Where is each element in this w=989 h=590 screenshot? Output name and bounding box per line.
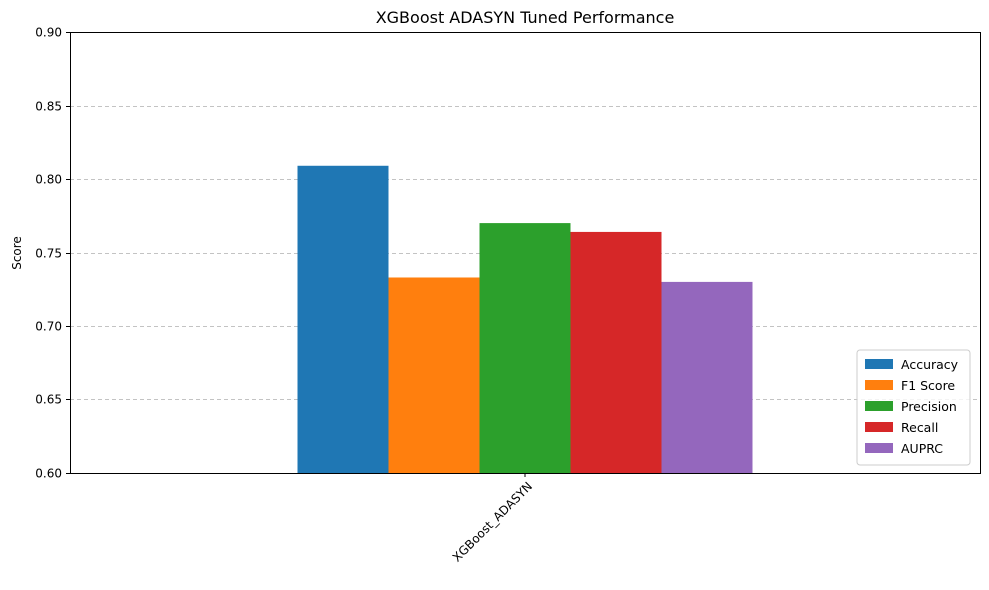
bar-accuracy: [297, 165, 389, 473]
legend: Accuracy F1 Score Precision Recall AUPRC: [856, 349, 971, 466]
legend-label: Accuracy: [901, 357, 959, 372]
y-tick-label: 0.60: [35, 467, 62, 481]
y-tick-label: 0.70: [35, 320, 62, 334]
bar-f1-score: [388, 277, 480, 473]
bar-auprc: [661, 281, 753, 473]
chart-title: XGBoost ADASYN Tuned Performance: [376, 8, 675, 27]
legend-swatch: [865, 359, 893, 369]
legend-label: Recall: [901, 420, 938, 435]
y-tick-label: 0.75: [35, 247, 62, 261]
legend-swatch: [865, 443, 893, 453]
y-axis-label: Score: [10, 236, 24, 270]
legend-swatch: [865, 401, 893, 411]
y-tick-label: 0.90: [35, 26, 62, 40]
legend-swatch: [865, 422, 893, 432]
bar-precision: [479, 223, 571, 473]
bars: [297, 165, 753, 473]
legend-box: [856, 349, 971, 466]
y-tick-label: 0.85: [35, 100, 62, 114]
y-tick-label: 0.80: [35, 173, 62, 187]
legend-swatch: [865, 380, 893, 390]
y-axis: 0.60 0.65 0.70 0.75 0.80 0.85 0.90: [35, 26, 70, 481]
y-tick-label: 0.65: [35, 393, 62, 407]
legend-label: Precision: [901, 399, 957, 414]
bar-recall: [570, 231, 662, 473]
legend-label: F1 Score: [901, 378, 955, 393]
legend-label: AUPRC: [901, 441, 943, 456]
